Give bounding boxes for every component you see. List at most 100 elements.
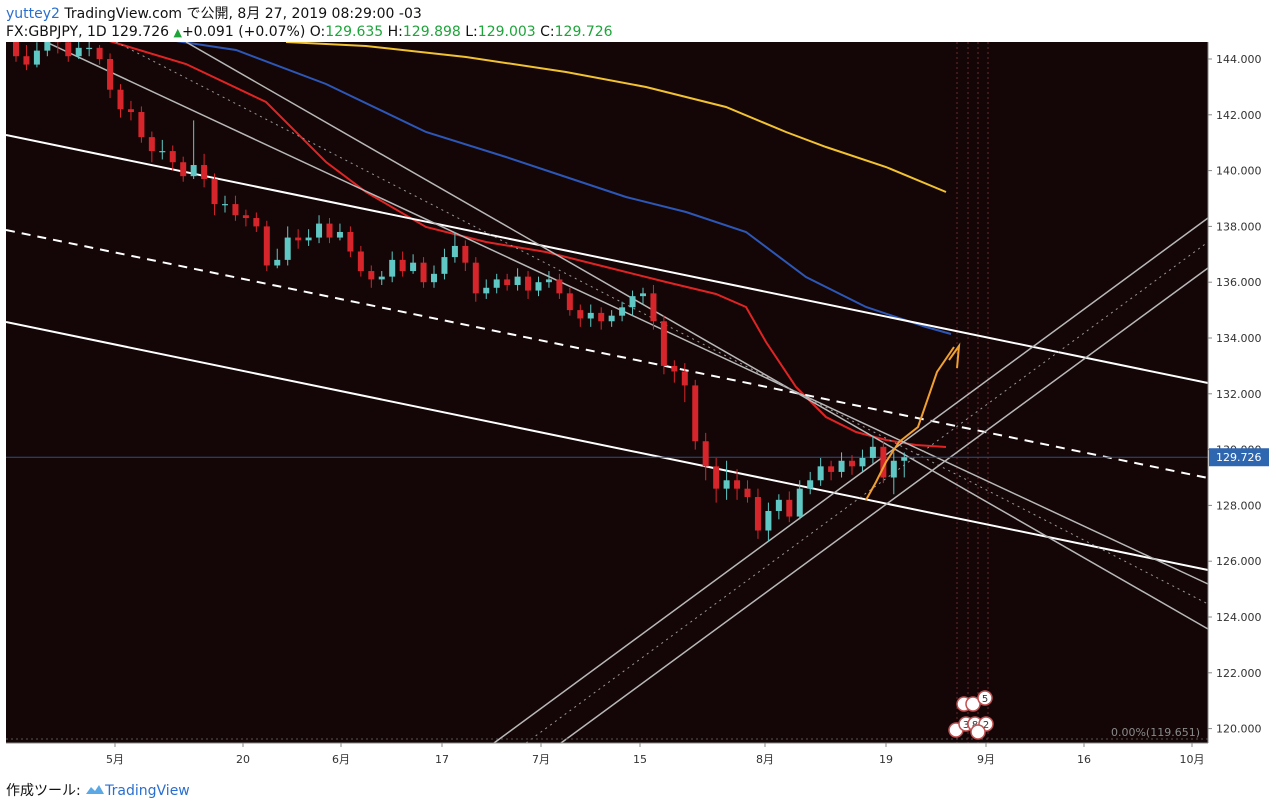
price-tick-label: 140.000 [1216,165,1262,178]
candle-body [86,47,93,50]
time-axis[interactable]: 5月 20 6月 17 7月 15 8月 19 9月 16 10月 [6,742,1269,772]
candle-body [127,109,134,113]
price-tick-label: 138.000 [1216,220,1262,233]
candle-body [472,262,479,294]
candle-body [504,279,511,285]
candle-body [483,287,490,294]
lower-channel-line [5,321,1209,571]
candle [180,156,187,182]
candle-body [96,47,103,59]
open-label: O: [309,24,326,40]
candle [232,195,239,221]
uk-flag-badge[interactable] [965,696,981,712]
candle-body [838,460,845,472]
candle-body [796,488,803,517]
candle-body [23,56,30,65]
candle-body [274,259,281,266]
price-chart[interactable]: 5382 0.00%(119.651) 144.000142.000140.00… [5,31,1269,772]
price-tick-label: 144.000 [1216,53,1262,66]
candle [75,39,82,59]
candle-body [159,151,166,153]
moving-averages [105,37,952,448]
tradingview-brand-link[interactable]: TradingView [105,783,190,799]
candle-body [148,137,155,152]
candle [431,265,437,288]
candle [441,248,448,280]
candle [472,257,479,302]
price-tick-label: 122.000 [1216,667,1262,680]
tradingview-logo-icon [86,785,105,794]
price-tick-label: 128.000 [1216,499,1262,512]
candle [598,307,605,330]
candle [159,139,166,160]
event-count-badge[interactable]: 5 [977,690,993,706]
candle-body [222,204,228,206]
candle [786,491,793,523]
candle [242,209,249,227]
price-axis[interactable]: 144.000 142.000 140.000 138.000 136.000 134.0… [1207,42,1269,772]
candle [378,271,385,285]
candle-body [754,497,761,531]
uk-flag-badge[interactable] [970,724,986,740]
badge-count: 3 [963,720,969,731]
candle [263,220,270,272]
candle-body [431,273,437,283]
candle [775,494,782,520]
candle [702,432,709,481]
candle [566,287,573,316]
trend-channels [5,41,1209,744]
last-price-tag-label: 129.726 [1216,451,1262,464]
candle-body [389,259,396,277]
candle-body [608,315,615,322]
price-tick-label: 124.000 [1216,611,1262,624]
candle [692,379,699,450]
chart-background [6,42,1269,772]
candle-body [765,510,772,531]
candle-body [336,231,343,238]
candle [713,457,720,503]
candle [493,273,500,294]
down-trend-dotted-line [115,41,1209,605]
candle [744,480,751,503]
candle-body [545,279,552,283]
candle-body [556,279,563,294]
candle [629,290,636,316]
candle [849,455,855,475]
last-price-tag[interactable] [1209,448,1269,467]
time-tick-label: 7月 [532,753,550,766]
candle-body [232,204,239,216]
candle-body [451,245,458,258]
candle-body [901,457,908,461]
close-value: 129.726 [554,24,613,40]
candle [577,304,584,327]
candle-body [180,162,187,177]
candle-body [420,262,427,283]
footer: 作成ツール: TradingView [6,780,190,802]
candle [451,231,458,263]
candle-body [305,237,312,241]
up-arrow-icon: ▲ [173,26,182,39]
candle [828,460,835,481]
candle [211,173,218,216]
candle-body [681,371,688,386]
candle-body [671,365,678,372]
candle [96,45,103,65]
ohlc-legend: FX:GBPJPY, 1D 129.726 ▲+0.091 (+0.07%) O… [6,23,613,42]
candle-body [462,245,469,263]
candle [368,265,375,288]
event-badges[interactable]: 5382 [948,690,994,740]
price-tick-label: 132.000 [1216,388,1262,401]
candle [587,304,594,327]
candle [107,53,114,99]
author-link[interactable]: yuttey2 [6,6,60,22]
chart-area[interactable]: 5382 0.00%(119.651) 144.000142.000140.00… [5,31,1269,772]
down-trend-line-lower [185,41,1209,630]
candle [765,502,772,542]
candle [410,254,417,274]
symbol-label[interactable]: FX:GBPJPY, 1D 129.726 [6,24,170,40]
ma-blue-line [155,37,952,335]
price-tick-label: 136.000 [1216,276,1262,289]
candle-body [859,457,866,467]
candle-body [525,276,532,291]
candle [127,100,134,121]
